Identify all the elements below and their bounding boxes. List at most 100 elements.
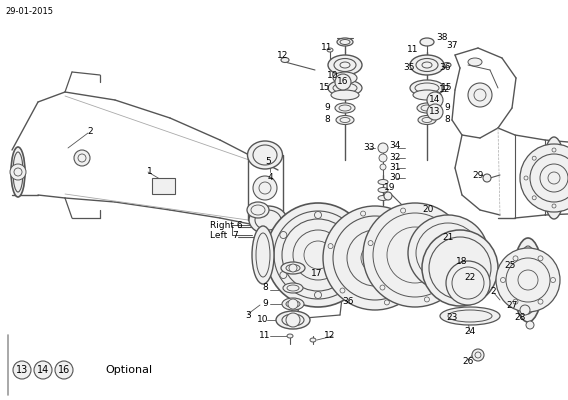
Ellipse shape bbox=[408, 215, 488, 291]
Circle shape bbox=[472, 349, 484, 361]
Ellipse shape bbox=[337, 38, 353, 46]
Ellipse shape bbox=[416, 223, 480, 283]
Text: 14: 14 bbox=[429, 96, 441, 104]
Circle shape bbox=[13, 361, 31, 379]
Ellipse shape bbox=[428, 235, 468, 271]
Text: 15: 15 bbox=[319, 82, 331, 92]
Ellipse shape bbox=[249, 206, 287, 234]
Text: 30: 30 bbox=[389, 174, 401, 182]
Circle shape bbox=[427, 92, 443, 108]
Circle shape bbox=[10, 164, 26, 180]
Circle shape bbox=[400, 208, 406, 213]
Circle shape bbox=[379, 154, 387, 162]
Circle shape bbox=[384, 192, 392, 200]
Text: 37: 37 bbox=[446, 40, 458, 50]
Circle shape bbox=[385, 300, 390, 305]
Ellipse shape bbox=[331, 90, 359, 100]
Ellipse shape bbox=[340, 118, 350, 122]
Ellipse shape bbox=[340, 62, 350, 68]
Circle shape bbox=[538, 299, 543, 304]
Text: 8: 8 bbox=[262, 284, 268, 292]
Ellipse shape bbox=[287, 285, 299, 291]
Ellipse shape bbox=[418, 116, 436, 124]
Text: 20: 20 bbox=[423, 206, 434, 214]
Text: 9: 9 bbox=[444, 102, 450, 112]
Circle shape bbox=[457, 264, 462, 270]
Circle shape bbox=[530, 154, 568, 202]
Circle shape bbox=[474, 89, 486, 101]
Text: 18: 18 bbox=[456, 258, 468, 266]
Circle shape bbox=[291, 304, 299, 312]
Ellipse shape bbox=[247, 202, 269, 218]
Circle shape bbox=[552, 204, 556, 208]
Ellipse shape bbox=[448, 310, 492, 322]
Ellipse shape bbox=[13, 152, 23, 192]
Ellipse shape bbox=[378, 180, 388, 184]
Circle shape bbox=[315, 212, 321, 218]
Ellipse shape bbox=[420, 38, 434, 46]
Circle shape bbox=[289, 264, 297, 272]
Circle shape bbox=[280, 232, 287, 238]
Circle shape bbox=[380, 164, 386, 170]
Text: 12: 12 bbox=[439, 86, 450, 94]
Text: 16: 16 bbox=[58, 365, 70, 375]
Text: 21: 21 bbox=[442, 234, 454, 242]
Ellipse shape bbox=[413, 90, 441, 100]
Circle shape bbox=[361, 244, 389, 272]
Text: 27: 27 bbox=[506, 300, 517, 310]
Ellipse shape bbox=[256, 233, 270, 277]
Ellipse shape bbox=[422, 62, 432, 68]
Ellipse shape bbox=[281, 58, 289, 62]
Ellipse shape bbox=[328, 80, 362, 96]
Circle shape bbox=[483, 174, 491, 182]
Text: 29-01-2015: 29-01-2015 bbox=[5, 7, 53, 16]
Circle shape bbox=[446, 261, 490, 305]
Circle shape bbox=[520, 144, 568, 212]
Text: 10: 10 bbox=[327, 70, 339, 80]
Circle shape bbox=[405, 223, 410, 228]
Ellipse shape bbox=[336, 116, 354, 124]
Text: 2: 2 bbox=[87, 128, 93, 136]
Circle shape bbox=[14, 168, 22, 176]
Circle shape bbox=[328, 244, 333, 248]
Circle shape bbox=[513, 299, 518, 304]
Text: 28: 28 bbox=[514, 314, 526, 322]
Circle shape bbox=[540, 164, 568, 192]
Circle shape bbox=[387, 227, 443, 283]
Text: 12: 12 bbox=[277, 50, 289, 60]
Ellipse shape bbox=[252, 226, 274, 284]
Circle shape bbox=[368, 240, 373, 246]
Circle shape bbox=[496, 248, 560, 312]
Ellipse shape bbox=[339, 105, 351, 111]
Ellipse shape bbox=[282, 314, 304, 326]
Text: 13: 13 bbox=[16, 365, 28, 375]
Text: 17: 17 bbox=[311, 268, 323, 278]
Circle shape bbox=[349, 272, 356, 278]
Circle shape bbox=[380, 285, 385, 290]
Ellipse shape bbox=[518, 246, 538, 314]
Circle shape bbox=[424, 297, 429, 302]
Text: 19: 19 bbox=[384, 184, 396, 192]
Ellipse shape bbox=[11, 147, 25, 197]
Ellipse shape bbox=[253, 145, 277, 165]
Ellipse shape bbox=[378, 196, 388, 200]
Text: Left  7: Left 7 bbox=[210, 232, 239, 240]
Ellipse shape bbox=[415, 83, 439, 93]
Text: 9: 9 bbox=[324, 102, 330, 112]
Circle shape bbox=[280, 272, 287, 278]
Circle shape bbox=[506, 258, 550, 302]
Ellipse shape bbox=[248, 141, 282, 169]
Text: 12: 12 bbox=[324, 332, 336, 340]
Circle shape bbox=[34, 361, 52, 379]
Text: Right 6: Right 6 bbox=[210, 220, 243, 230]
Ellipse shape bbox=[542, 137, 566, 219]
Text: 26: 26 bbox=[462, 358, 474, 366]
Circle shape bbox=[429, 237, 491, 299]
Ellipse shape bbox=[281, 262, 305, 274]
Ellipse shape bbox=[255, 210, 281, 230]
Circle shape bbox=[361, 211, 366, 216]
Circle shape bbox=[532, 196, 536, 200]
Circle shape bbox=[548, 172, 560, 184]
Text: 23: 23 bbox=[446, 314, 458, 322]
Circle shape bbox=[340, 288, 345, 293]
